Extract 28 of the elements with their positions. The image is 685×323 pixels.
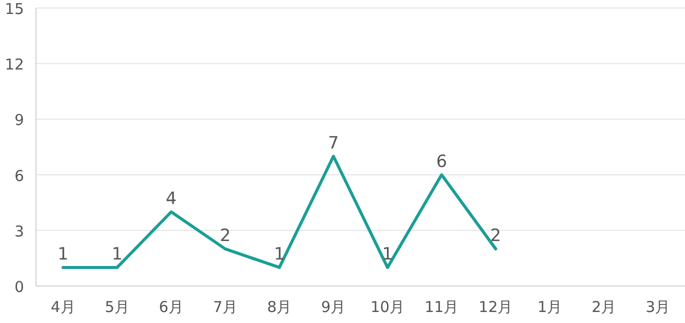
line-series <box>62 154 498 269</box>
y-tick-label: 0 <box>14 278 24 296</box>
data-label: 1 <box>112 244 123 264</box>
x-tick-label: 6月 <box>158 298 184 316</box>
data-label: 2 <box>490 226 502 246</box>
y-tick-label: 9 <box>14 111 24 130</box>
x-tick-label: 2月 <box>592 298 616 316</box>
data-label: 7 <box>328 133 339 154</box>
data-label: 2 <box>220 226 231 246</box>
y-tick-label: 12 <box>4 56 24 74</box>
x-tick-label: 8月 <box>267 298 292 316</box>
data-label: 4 <box>166 188 177 209</box>
x-tick-label: 10月 <box>370 298 405 316</box>
data-label: 6 <box>436 152 448 172</box>
x-tick-label: 11月 <box>424 298 459 316</box>
x-tick-label: 12月 <box>478 298 513 316</box>
x-tick-label: 5月 <box>104 298 130 316</box>
data-label: 1 <box>58 244 68 264</box>
x-tick-label: 7月 <box>213 298 238 316</box>
y-tick-label: 3 <box>14 222 24 240</box>
data-label: 1 <box>274 244 285 264</box>
x-tick-label: 3月 <box>646 298 670 316</box>
x-tick-label: 9月 <box>321 298 346 316</box>
data-label: 1 <box>382 244 393 264</box>
x-tick-label: 1月 <box>538 298 562 316</box>
x-tick-label: 4月 <box>50 298 76 316</box>
y-tick-label: 15 <box>4 0 24 18</box>
y-tick-label: 6 <box>14 166 24 185</box>
